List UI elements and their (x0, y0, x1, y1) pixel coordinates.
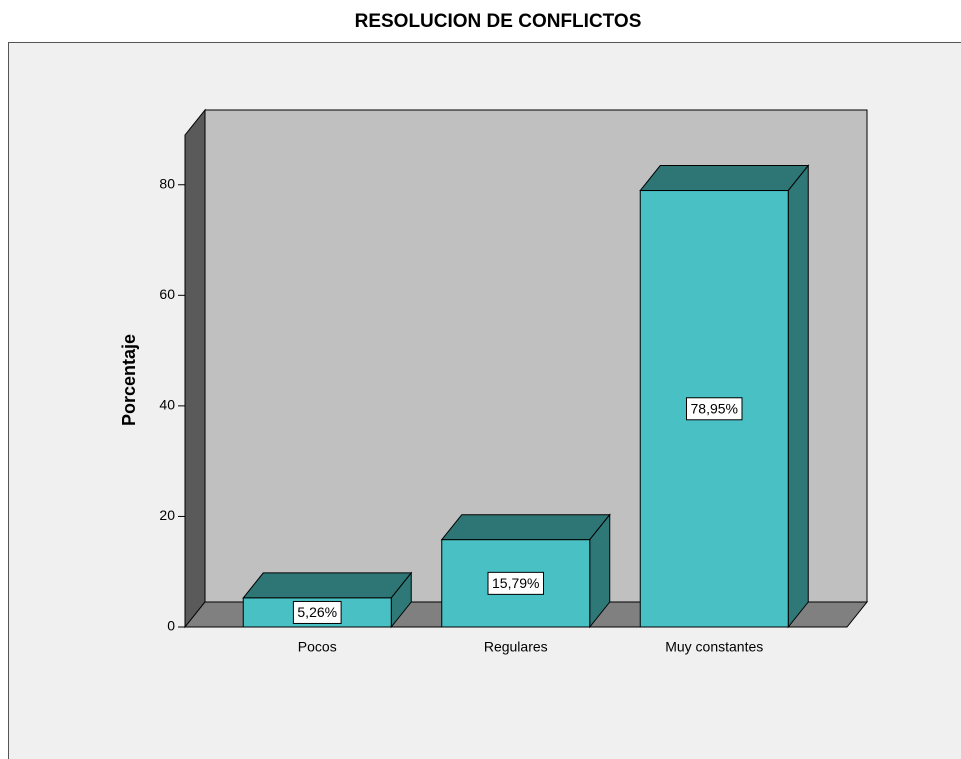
bar-side (787, 164, 809, 629)
x-tick-label: Pocos (298, 639, 337, 655)
y-tick-label: 80 (159, 175, 175, 191)
value-label-box (292, 600, 342, 624)
value-label: 5,26% (297, 604, 337, 620)
bar-top (440, 514, 611, 541)
y-tick-label: 0 (167, 618, 175, 634)
value-label: 78,95% (691, 400, 738, 416)
bar-top (242, 572, 413, 599)
x-tick-label: Muy constantes (665, 639, 763, 655)
value-label-box (487, 571, 544, 595)
side-wall (184, 108, 206, 629)
x-tick-label: Regulares (484, 639, 548, 655)
y-tick-label: 60 (159, 286, 175, 302)
y-tick-label: 40 (159, 397, 175, 413)
y-axis-label: Porcentaje (119, 334, 139, 426)
value-label: 15,79% (492, 575, 539, 591)
value-label-box (686, 397, 743, 421)
y-tick-label: 20 (159, 507, 175, 523)
bar-top (639, 165, 810, 192)
chart-title: RESOLUCION DE CONFLICTOS (355, 11, 642, 32)
